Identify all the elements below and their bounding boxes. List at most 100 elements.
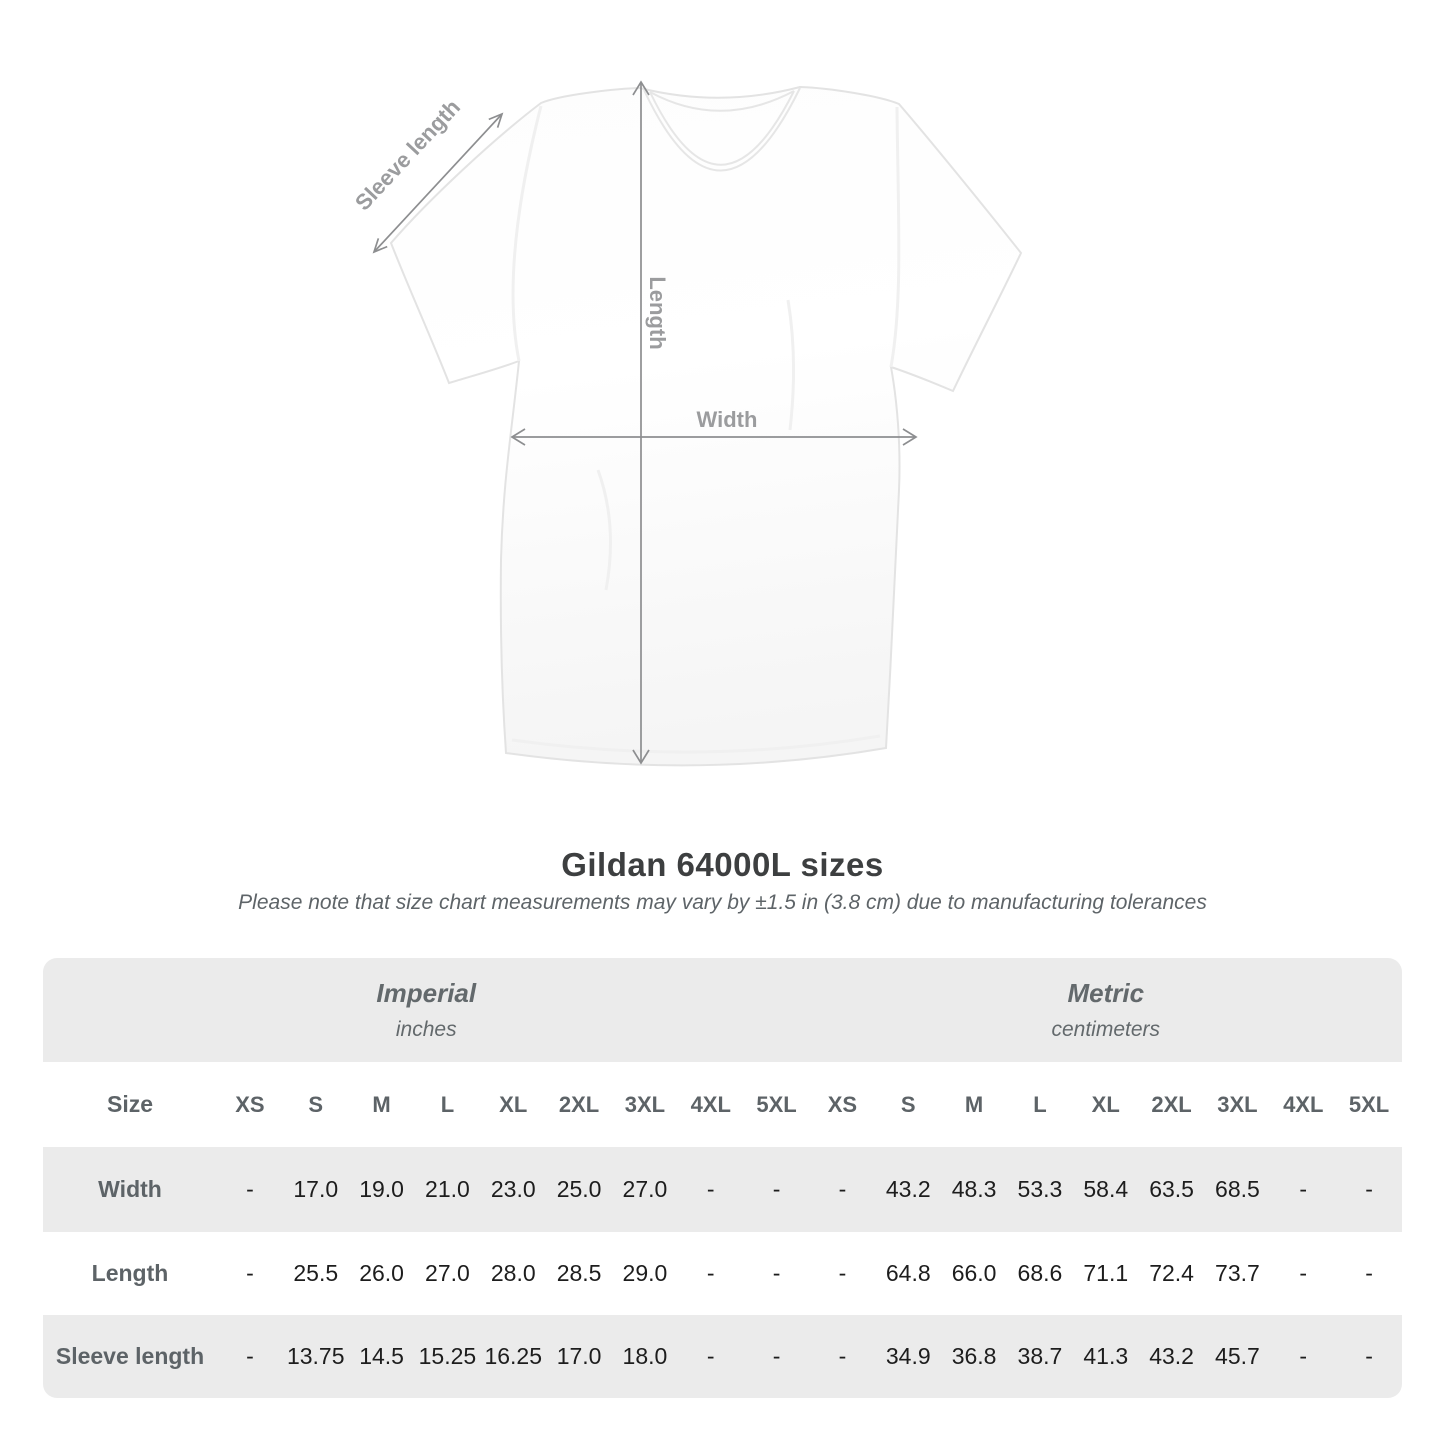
value-cell: 25.0 — [546, 1147, 612, 1232]
value-cell: - — [217, 1147, 283, 1232]
value-cell: - — [809, 1315, 876, 1398]
tshirt-graphic — [389, 85, 1023, 767]
metric-label: Metric — [1067, 978, 1145, 1008]
value-cell: 66.0 — [941, 1232, 1007, 1315]
value-cell: - — [677, 1315, 744, 1398]
value-cell: 68.5 — [1204, 1147, 1271, 1232]
value-cell: 27.0 — [612, 1147, 678, 1232]
width-arrow — [510, 428, 918, 446]
row-label-sleeve-length: Sleeve length — [43, 1315, 217, 1398]
value-cell: 19.0 — [348, 1147, 415, 1232]
metric-group-header: Metric centimeters — [809, 958, 1402, 1062]
tshirt-body — [389, 85, 1023, 767]
size-header-cell: L — [414, 1062, 481, 1147]
imperial-group-header: Imperial inches — [43, 958, 810, 1062]
size-header-cell: 5XL — [743, 1062, 810, 1147]
value-cell: 36.8 — [941, 1315, 1007, 1398]
value-cell: 43.2 — [875, 1147, 942, 1232]
value-cell: 28.5 — [546, 1232, 612, 1315]
size-header-cell: 2XL — [1138, 1062, 1205, 1147]
size-header-cell: M — [348, 1062, 415, 1147]
size-header-cell: XS — [217, 1062, 283, 1147]
right-sleeve-seam — [889, 106, 901, 368]
collar-back-seam — [649, 90, 795, 112]
length-label: Length — [645, 276, 670, 349]
size-header-cell: M — [941, 1062, 1007, 1147]
value-cell: 15.25 — [414, 1315, 481, 1398]
collar-front-seam — [643, 87, 801, 172]
value-cell: - — [217, 1232, 283, 1315]
value-cell: - — [1336, 1315, 1402, 1398]
value-cell: 17.0 — [546, 1315, 612, 1398]
size-header-cell: 4XL — [1270, 1062, 1337, 1147]
tolerance-note: Please note that size chart measurements… — [238, 891, 1207, 914]
measurement-arrows — [372, 80, 918, 765]
size-header-cell: XL — [480, 1062, 547, 1147]
size-table: Imperial inches Metric centimeters Size … — [43, 958, 1402, 1398]
hem-stitch — [511, 734, 881, 754]
size-header-cell: 5XL — [1336, 1062, 1402, 1147]
size-header-cell: XL — [1072, 1062, 1139, 1147]
metric-unit: centimeters — [1051, 1018, 1161, 1041]
size-header-cell: 3XL — [612, 1062, 678, 1147]
row-label-length: Length — [43, 1232, 217, 1315]
size-header-cell: 3XL — [1204, 1062, 1271, 1147]
size-header-cell: XS — [809, 1062, 876, 1147]
value-cell: 18.0 — [612, 1315, 678, 1398]
value-cell: - — [743, 1232, 810, 1315]
value-cell: - — [217, 1315, 283, 1398]
value-cell: 16.25 — [480, 1315, 547, 1398]
value-cell: 63.5 — [1138, 1147, 1205, 1232]
row-label-width: Width — [43, 1147, 217, 1232]
value-cell: - — [809, 1232, 876, 1315]
length-arrow — [632, 80, 650, 765]
fabric-fold — [596, 469, 612, 591]
value-cell: 71.1 — [1072, 1232, 1139, 1315]
value-cell: 53.3 — [1007, 1147, 1073, 1232]
value-cell: - — [1270, 1147, 1337, 1232]
value-cell: 34.9 — [875, 1315, 942, 1398]
collar-opening — [649, 90, 795, 166]
value-cell: 23.0 — [480, 1147, 547, 1232]
value-cell: 43.2 — [1138, 1315, 1205, 1398]
value-cell: 64.8 — [875, 1232, 942, 1315]
value-cell: 17.0 — [282, 1147, 349, 1232]
sleeve-length-arrow — [372, 112, 504, 254]
size-header-cell: 4XL — [677, 1062, 744, 1147]
value-cell: 14.5 — [348, 1315, 415, 1398]
fabric-fold — [786, 299, 796, 431]
width-label: Width — [697, 407, 758, 432]
value-cell: 45.7 — [1204, 1315, 1271, 1398]
value-cell: - — [1336, 1147, 1402, 1232]
value-cell: 38.7 — [1007, 1315, 1073, 1398]
value-cell: - — [1336, 1232, 1402, 1315]
value-cell: 72.4 — [1138, 1232, 1205, 1315]
value-cell: 48.3 — [941, 1147, 1007, 1232]
value-cell: - — [1270, 1315, 1337, 1398]
value-cell: 73.7 — [1204, 1232, 1271, 1315]
value-cell: - — [677, 1232, 744, 1315]
size-header-cell: S — [282, 1062, 349, 1147]
value-cell: 21.0 — [414, 1147, 481, 1232]
value-cell: - — [1270, 1232, 1337, 1315]
page-title: Gildan 64000L sizes — [561, 846, 884, 883]
value-cell: - — [677, 1147, 744, 1232]
value-cell: 68.6 — [1007, 1232, 1073, 1315]
left-sleeve-seam — [511, 105, 543, 362]
size-column-header: Size — [43, 1062, 217, 1147]
value-cell: - — [743, 1147, 810, 1232]
size-header-cell: 2XL — [546, 1062, 612, 1147]
imperial-unit: inches — [395, 1018, 457, 1041]
imperial-label: Imperial — [376, 978, 477, 1008]
value-cell: - — [743, 1315, 810, 1398]
value-cell: 28.0 — [480, 1232, 547, 1315]
value-cell: 25.5 — [282, 1232, 349, 1315]
value-cell: - — [809, 1147, 876, 1232]
value-cell: 29.0 — [612, 1232, 678, 1315]
value-cell: 27.0 — [414, 1232, 481, 1315]
value-cell: 58.4 — [1072, 1147, 1139, 1232]
tshirt-measurement-figure: Sleeve length Length Width — [350, 80, 1023, 767]
size-header-cell: L — [1007, 1062, 1073, 1147]
value-cell: 13.75 — [282, 1315, 349, 1398]
